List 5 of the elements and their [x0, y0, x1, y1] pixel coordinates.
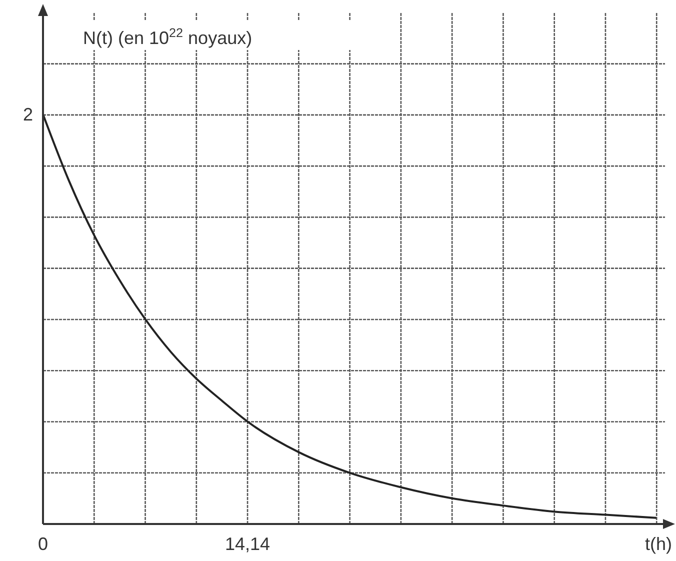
x-axis-title: t(h) — [645, 534, 672, 554]
y-axis-title: N(t) (en 10$^{22}$ noyaux) — [83, 26, 252, 48]
x-tick-label: 14,14 — [225, 534, 270, 554]
annotation: 2 — [22, 104, 33, 124]
x-tick-label: 0 — [38, 534, 48, 554]
